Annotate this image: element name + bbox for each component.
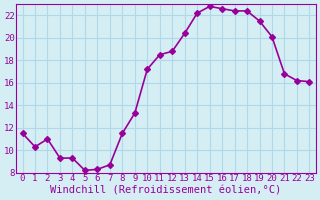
X-axis label: Windchill (Refroidissement éolien,°C): Windchill (Refroidissement éolien,°C) (50, 186, 282, 196)
